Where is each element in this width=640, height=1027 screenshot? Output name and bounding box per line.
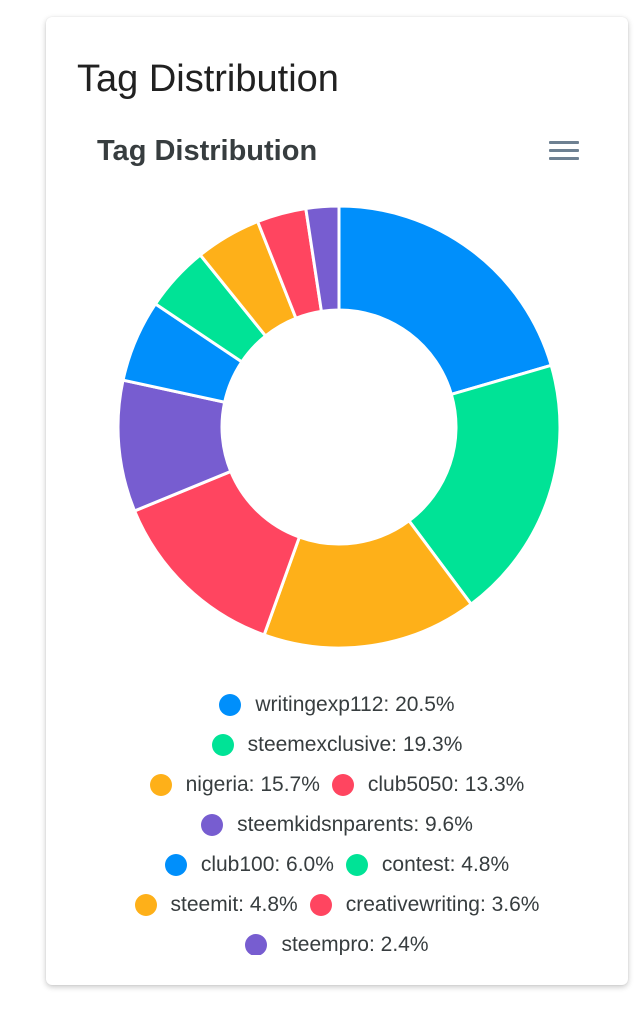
legend-marker (164, 854, 187, 876)
chart-card: Tag Distribution Tag Distribution writin… (46, 17, 628, 985)
legend-row: steempro: 2.4% (46, 925, 628, 955)
legend-label: creativewriting: 3.6% (345, 893, 540, 916)
legend-label: writingexp112: 20.5% (255, 693, 455, 716)
legend-label: nigeria: 15.7% (185, 773, 320, 796)
legend-marker (134, 894, 157, 916)
legend-item-club5050[interactable]: club5050: 13.3% (331, 773, 525, 797)
legend-row: steemit: 4.8% creativewriting: 3.6% (46, 885, 628, 925)
legend-row: nigeria: 15.7% club5050: 13.3% (46, 765, 628, 805)
legend-marker (309, 894, 332, 916)
legend-item-steemit[interactable]: steemit: 4.8% (134, 893, 298, 917)
legend-marker (331, 774, 354, 796)
legend-item-nigeria[interactable]: nigeria: 15.7% (149, 773, 320, 797)
chart-title: Tag Distribution (97, 135, 318, 167)
legend-item-creativewriting[interactable]: creativewriting: 3.6% (309, 893, 540, 917)
legend-marker (201, 814, 224, 836)
legend-label: steempro: 2.4% (281, 933, 429, 955)
legend-item-steemexclusive[interactable]: steemexclusive: 19.3% (211, 733, 463, 757)
hamburger-menu-icon[interactable] (547, 138, 581, 164)
legend-label: club5050: 13.3% (367, 773, 525, 796)
legend-label: contest: 4.8% (381, 853, 510, 876)
legend-row: club100: 6.0% contest: 4.8% (46, 845, 628, 885)
legend-row: steemkidsnparents: 9.6% (46, 805, 628, 845)
donut-slice-nigeria[interactable] (262, 518, 474, 650)
legend-item-steempro[interactable]: steempro: 2.4% (245, 933, 429, 955)
legend-item-club100[interactable]: club100: 6.0% (164, 853, 334, 877)
legend-marker (149, 774, 172, 796)
legend-item-writingexp112[interactable]: writingexp112: 20.5% (219, 693, 455, 717)
donut-slice-writingexp112[interactable] (337, 204, 554, 397)
legend-row: writingexp112: 20.5% (46, 685, 628, 725)
legend-marker (211, 734, 234, 756)
donut-slice-steemexclusive[interactable] (406, 363, 562, 607)
legend-label: steemexclusive: 19.3% (247, 733, 463, 756)
donut-slice-steempro[interactable] (304, 204, 341, 314)
legend-row: steemexclusive: 19.3% (46, 725, 628, 765)
legend-label: club100: 6.0% (200, 853, 334, 876)
legend-label: steemit: 4.8% (170, 893, 298, 916)
legend-label: steemkidsnparents: 9.6% (237, 813, 473, 836)
card-title: Tag Distribution (77, 58, 339, 100)
legend-item-steemkidsnparents[interactable]: steemkidsnparents: 9.6% (201, 813, 473, 837)
legend-marker (245, 934, 268, 955)
donut-chart (116, 204, 562, 650)
legend-item-contest[interactable]: contest: 4.8% (345, 853, 510, 877)
legend-marker (219, 694, 242, 716)
legend-marker (345, 854, 368, 876)
chart-legend: writingexp112: 20.5% steemexclusive: 19.3… (46, 685, 628, 955)
